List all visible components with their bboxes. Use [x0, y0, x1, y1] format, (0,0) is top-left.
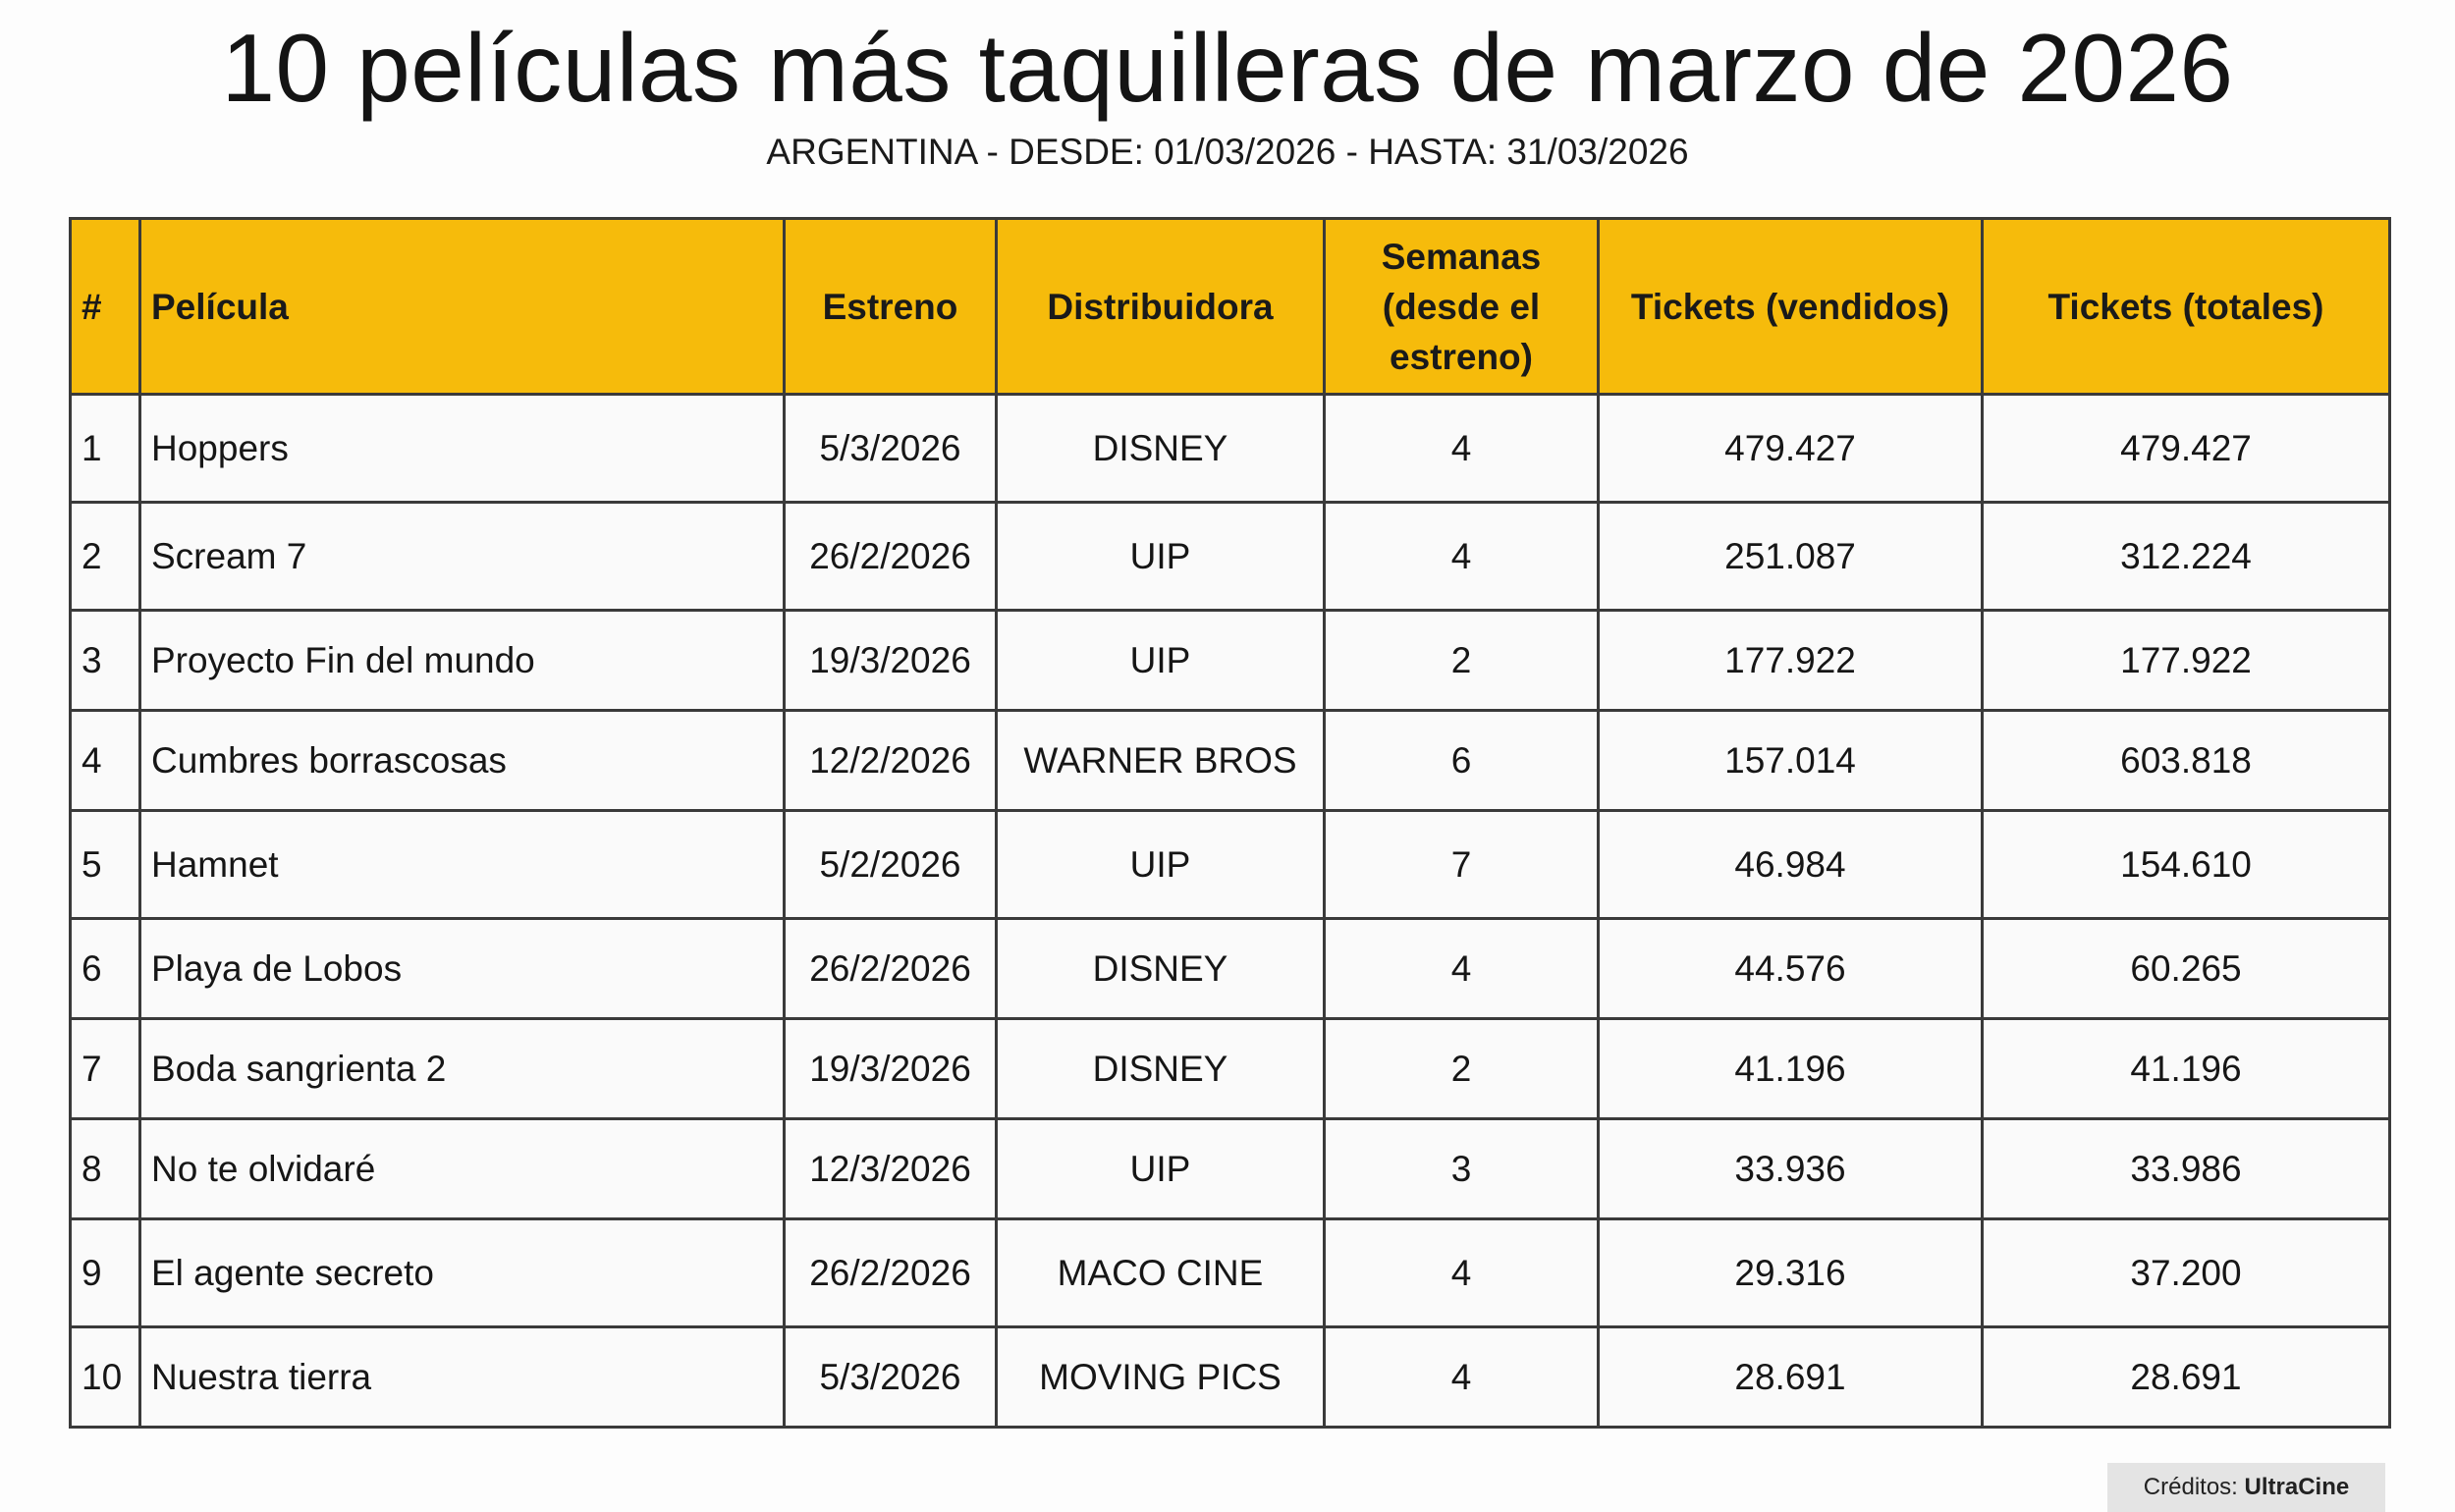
page-title: 10 películas más taquilleras de marzo de… — [221, 14, 2234, 122]
table-row: 2 Scream 7 26/2/2026 UIP 4 251.087 312.2… — [69, 501, 2391, 612]
rank-cell: 6 — [69, 917, 141, 1020]
release-cell: 19/3/2026 — [783, 1017, 998, 1120]
column-header-tickets-total: Tickets (totales) — [1981, 217, 2391, 396]
distributor-cell: MACO CINE — [995, 1217, 1326, 1328]
title-cell: Playa de Lobos — [138, 917, 786, 1020]
column-header-release: Estreno — [783, 217, 998, 396]
title-cell: Cumbres borrascosas — [138, 709, 786, 812]
column-header-distributor: Distribuidora — [995, 217, 1326, 396]
credits-source: UltraCine — [2244, 1474, 2350, 1500]
table-row: 9 El agente secreto 26/2/2026 MACO CINE … — [69, 1217, 2391, 1328]
tickets-sold-cell: 157.014 — [1597, 709, 1984, 812]
tickets-total-cell: 60.265 — [1981, 917, 2391, 1020]
release-cell: 5/2/2026 — [783, 809, 998, 920]
weeks-cell: 4 — [1323, 393, 1600, 504]
column-header-weeks: Semanas (desde el estreno) — [1323, 217, 1600, 396]
table-row: 10 Nuestra tierra 5/3/2026 MOVING PICS 4… — [69, 1325, 2391, 1429]
weeks-cell: 4 — [1323, 501, 1600, 612]
tickets-sold-cell: 479.427 — [1597, 393, 1984, 504]
table-row: 4 Cumbres borrascosas 12/2/2026 WARNER B… — [69, 709, 2391, 812]
release-cell: 12/3/2026 — [783, 1117, 998, 1220]
rank-cell: 4 — [69, 709, 141, 812]
rank-cell: 8 — [69, 1117, 141, 1220]
release-cell: 12/2/2026 — [783, 709, 998, 812]
title-cell: Scream 7 — [138, 501, 786, 612]
rank-cell: 3 — [69, 609, 141, 712]
tickets-total-cell: 177.922 — [1981, 609, 2391, 712]
distributor-cell: UIP — [995, 609, 1326, 712]
rank-cell: 9 — [69, 1217, 141, 1328]
credits-label: Créditos: — [2143, 1474, 2238, 1500]
rank-cell: 5 — [69, 809, 141, 920]
tickets-sold-cell: 46.984 — [1597, 809, 1984, 920]
release-cell: 26/2/2026 — [783, 1217, 998, 1328]
column-header-tickets-sold: Tickets (vendidos) — [1597, 217, 1984, 396]
tickets-total-cell: 312.224 — [1981, 501, 2391, 612]
release-cell: 5/3/2026 — [783, 393, 998, 504]
tickets-total-cell: 33.986 — [1981, 1117, 2391, 1220]
tickets-sold-cell: 41.196 — [1597, 1017, 1984, 1120]
title-cell: Hamnet — [138, 809, 786, 920]
tickets-sold-cell: 177.922 — [1597, 609, 1984, 712]
distributor-cell: UIP — [995, 809, 1326, 920]
table-row: 5 Hamnet 5/2/2026 UIP 7 46.984 154.610 — [69, 809, 2391, 920]
table-row: 1 Hoppers 5/3/2026 DISNEY 4 479.427 479.… — [69, 393, 2391, 504]
weeks-cell: 2 — [1323, 1017, 1600, 1120]
table-row: 3 Proyecto Fin del mundo 19/3/2026 UIP 2… — [69, 609, 2391, 712]
release-cell: 26/2/2026 — [783, 917, 998, 1020]
column-header-rank: # — [69, 217, 141, 396]
tickets-sold-cell: 251.087 — [1597, 501, 1984, 612]
table-row: 6 Playa de Lobos 26/2/2026 DISNEY 4 44.5… — [69, 917, 2391, 1020]
box-office-table: # Película Estreno Distribuidora Semanas… — [69, 217, 2391, 1429]
title-cell: Hoppers — [138, 393, 786, 504]
title-cell: Proyecto Fin del mundo — [138, 609, 786, 712]
rank-cell: 2 — [69, 501, 141, 612]
distributor-cell: DISNEY — [995, 917, 1326, 1020]
distributor-cell: WARNER BROS — [995, 709, 1326, 812]
weeks-cell: 2 — [1323, 609, 1600, 712]
tickets-total-cell: 41.196 — [1981, 1017, 2391, 1120]
title-cell: No te olvidaré — [138, 1117, 786, 1220]
tickets-total-cell: 603.818 — [1981, 709, 2391, 812]
distributor-cell: DISNEY — [995, 1017, 1326, 1120]
weeks-cell: 4 — [1323, 1325, 1600, 1429]
tickets-total-cell: 28.691 — [1981, 1325, 2391, 1429]
weeks-cell: 6 — [1323, 709, 1600, 812]
rank-cell: 7 — [69, 1017, 141, 1120]
release-cell: 19/3/2026 — [783, 609, 998, 712]
distributor-cell: UIP — [995, 501, 1326, 612]
table-row: 8 No te olvidaré 12/3/2026 UIP 3 33.936 … — [69, 1117, 2391, 1220]
rank-cell: 10 — [69, 1325, 141, 1429]
table-header-row: # Película Estreno Distribuidora Semanas… — [69, 217, 2391, 396]
tickets-sold-cell: 28.691 — [1597, 1325, 1984, 1429]
tickets-total-cell: 479.427 — [1981, 393, 2391, 504]
title-cell: Boda sangrienta 2 — [138, 1017, 786, 1120]
title-cell: El agente secreto — [138, 1217, 786, 1328]
tickets-total-cell: 37.200 — [1981, 1217, 2391, 1328]
table-row: 7 Boda sangrienta 2 19/3/2026 DISNEY 2 4… — [69, 1017, 2391, 1120]
weeks-cell: 4 — [1323, 917, 1600, 1020]
page-subtitle: ARGENTINA - DESDE: 01/03/2026 - HASTA: 3… — [766, 132, 1689, 172]
tickets-sold-cell: 44.576 — [1597, 917, 1984, 1020]
tickets-total-cell: 154.610 — [1981, 809, 2391, 920]
distributor-cell: MOVING PICS — [995, 1325, 1326, 1429]
tickets-sold-cell: 33.936 — [1597, 1117, 1984, 1220]
weeks-cell: 3 — [1323, 1117, 1600, 1220]
title-cell: Nuestra tierra — [138, 1325, 786, 1429]
distributor-cell: UIP — [995, 1117, 1326, 1220]
distributor-cell: DISNEY — [995, 393, 1326, 504]
rank-cell: 1 — [69, 393, 141, 504]
release-cell: 5/3/2026 — [783, 1325, 998, 1429]
column-header-title: Película — [138, 217, 786, 396]
release-cell: 26/2/2026 — [783, 501, 998, 612]
weeks-cell: 4 — [1323, 1217, 1600, 1328]
weeks-cell: 7 — [1323, 809, 1600, 920]
credits-badge: Créditos: UltraCine — [2107, 1463, 2385, 1512]
tickets-sold-cell: 29.316 — [1597, 1217, 1984, 1328]
